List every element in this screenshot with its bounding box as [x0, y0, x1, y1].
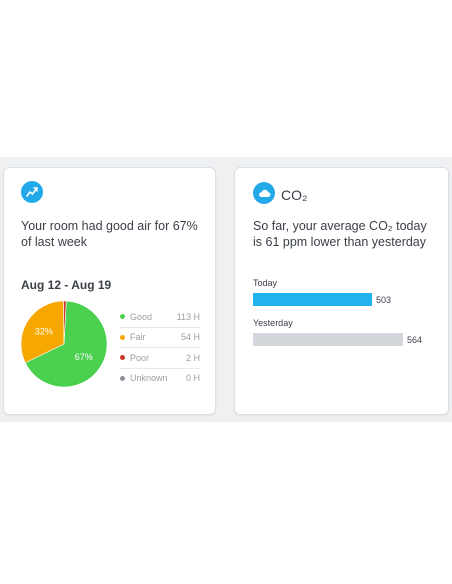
yesterday-label: Yesterday — [253, 318, 293, 328]
pie-slice-fair — [20, 300, 65, 364]
co2-title: CO₂ — [281, 187, 308, 203]
pie-slice-good — [24, 300, 108, 388]
fair-dot-icon — [120, 334, 125, 340]
yesterday-value: 564 — [407, 335, 423, 345]
legend-label: Unknown — [130, 373, 168, 384]
pie-label-good: 67% — [75, 352, 93, 362]
cloud-icon — [253, 182, 275, 204]
legend-value: 0 H — [185, 373, 200, 384]
legend-item-poor: Poor 2 H — [120, 348, 200, 369]
legend-label: Fair — [130, 332, 146, 343]
today-value: 503 — [376, 295, 392, 305]
pie-label-fair: 32% — [35, 327, 53, 337]
legend-item-unknown: Unknown 0 H — [120, 369, 200, 389]
air-quality-pie-chart: 67% 32% — [20, 300, 108, 388]
legend-value: 54 H — [180, 332, 200, 343]
air-quality-legend: Good 113 H Fair 54 H Poor 2 H Unknown 0 … — [120, 307, 200, 388]
today-label: Today — [253, 278, 278, 288]
legend-value: 2 H — [185, 352, 200, 363]
unknown-dot-icon — [120, 375, 125, 381]
poor-dot-icon — [120, 355, 125, 361]
air-quality-headline: Your room had good air for 67% of last w… — [21, 219, 198, 249]
good-dot-icon — [120, 314, 125, 320]
trend-up-icon — [21, 181, 43, 203]
pie-slice-poor — [63, 300, 67, 345]
today-bar — [253, 293, 372, 306]
legend-item-good: Good 113 H — [120, 307, 200, 328]
air-quality-card[interactable]: Your room had good air for 67% of last w… — [3, 167, 216, 415]
legend-label: Poor — [130, 352, 150, 363]
legend-item-fair: Fair 54 H — [120, 328, 200, 348]
legend-label: Good — [130, 311, 153, 322]
date-range: Aug 12 - Aug 19 — [21, 278, 112, 292]
co2-card[interactable]: CO₂ So far, your average CO₂ today is 61… — [234, 167, 449, 415]
co2-headline: So far, your average CO₂ today is 61 ppm… — [253, 219, 427, 249]
yesterday-bar — [253, 333, 403, 346]
legend-value: 113 H — [176, 311, 200, 322]
